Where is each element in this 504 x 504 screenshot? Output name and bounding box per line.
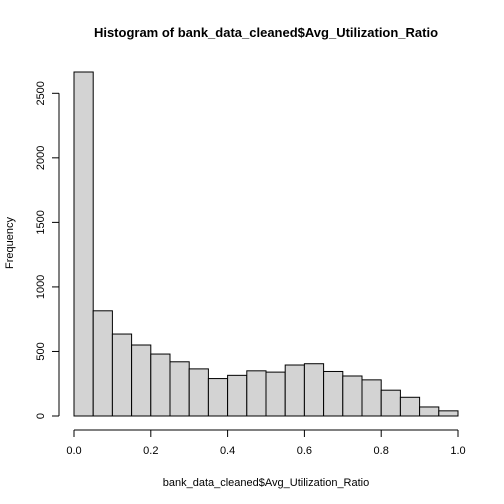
y-tick-label: 2500 (35, 81, 47, 105)
y-axis-label: Frequency (4, 217, 16, 269)
histogram-bar (342, 375, 363, 417)
y-tick-label: 1500 (35, 210, 47, 234)
y-tick-label: 1000 (35, 275, 47, 299)
x-tick-label: 0.2 (143, 445, 158, 457)
x-tick-label: 1.0 (450, 445, 465, 457)
histogram-bar (150, 353, 171, 417)
x-axis: 0.0 0.2 0.4 0.6 0.8 1.0 (66, 429, 466, 457)
x-tick-label: 0.4 (220, 445, 235, 457)
histogram-bar (188, 368, 209, 417)
x-tick-label: 0.0 (66, 445, 81, 457)
histogram-bar (92, 310, 113, 417)
histogram-bar (227, 374, 248, 417)
histogram-bars (73, 71, 459, 417)
histogram-bar (380, 389, 401, 417)
histogram-bar (131, 344, 152, 417)
histogram-bar (265, 371, 286, 417)
histogram-bar (207, 378, 229, 417)
histogram-bar (438, 410, 459, 417)
x-tick-label: 0.6 (297, 445, 312, 457)
histogram-bar (419, 406, 440, 417)
histogram-bar (399, 396, 421, 417)
histogram-bar (73, 71, 94, 417)
histogram-bar (361, 379, 382, 417)
x-axis-label: bank_data_cleaned$Avg_Utilization_Ratio (163, 477, 370, 489)
y-tick-label: 0 (35, 413, 47, 419)
histogram-bar (246, 370, 267, 417)
x-tick-label: 0.8 (374, 445, 389, 457)
histogram-bar (111, 333, 133, 417)
histogram-bar (284, 364, 305, 417)
chart-title: Histogram of bank_data_cleaned$Avg_Utili… (94, 25, 438, 40)
y-tick-label: 2000 (35, 146, 47, 170)
histogram-bar (323, 370, 344, 417)
y-axis: 0 500 1000 1500 2000 2500 (35, 81, 60, 419)
histogram-bar (169, 361, 190, 417)
histogram-bar (303, 363, 325, 417)
y-tick-label: 500 (35, 342, 47, 360)
